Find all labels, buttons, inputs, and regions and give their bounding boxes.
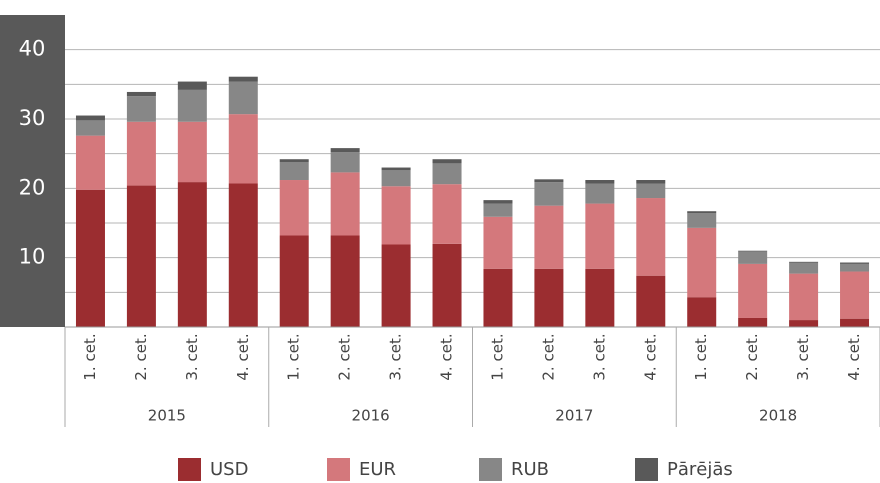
bar-segment: [636, 198, 666, 276]
x-tick-label: 3. cet.: [794, 333, 812, 380]
bar-segment: [432, 243, 462, 327]
bar-segment: [381, 167, 411, 171]
bar-segment: [687, 211, 717, 214]
bar-segment: [636, 275, 666, 327]
bar-segment: [177, 182, 207, 327]
bar-segment: [585, 268, 615, 327]
bar-segment: [75, 135, 105, 190]
bar-segment: [381, 244, 411, 327]
bar-segment: [840, 271, 870, 319]
bar-segment: [330, 148, 360, 153]
y-axis-panel: [0, 15, 65, 327]
bar-segment: [228, 81, 258, 115]
legend-swatch: [479, 458, 502, 481]
legend-swatch: [635, 458, 658, 481]
bar-segment: [126, 185, 156, 327]
bar-segment: [126, 96, 156, 122]
bar-segment: [738, 317, 768, 327]
bar-segment: [432, 184, 462, 244]
bar-segment: [840, 262, 870, 264]
bar-segment: [330, 235, 360, 327]
bar-segment: [483, 203, 513, 217]
bar-segment: [126, 121, 156, 186]
bar-segment: [279, 161, 309, 181]
bar-segment: [840, 318, 870, 327]
bar-segment: [534, 179, 564, 183]
bar-segment: [330, 152, 360, 173]
bar-segment: [789, 320, 819, 327]
bar-segment: [432, 163, 462, 185]
group-label: 2016: [352, 407, 390, 425]
legend-label: RUB: [511, 459, 549, 480]
bar-segment: [330, 172, 360, 236]
bar-segment: [75, 189, 105, 327]
x-tick-label: 1. cet.: [81, 333, 99, 380]
bar-segment: [381, 186, 411, 245]
x-tick-label: 4. cet.: [438, 333, 456, 380]
bar-segment: [228, 76, 258, 82]
legend-label: Pārējās: [667, 459, 733, 480]
bar-segment: [177, 121, 207, 183]
x-tick-label: 4. cet.: [641, 333, 659, 380]
y-tick-label: 40: [19, 37, 46, 61]
bar-segment: [534, 268, 564, 327]
bar-segment: [789, 273, 819, 321]
bar-segment: [789, 261, 819, 263]
group-label: 2017: [555, 407, 593, 425]
bar-segment: [738, 251, 768, 264]
bar-segment: [636, 180, 666, 184]
y-tick-label: 30: [19, 106, 46, 130]
x-tick-label: 3. cet.: [590, 333, 608, 380]
legend-label: EUR: [359, 459, 396, 480]
bar-segment: [840, 263, 870, 272]
group-label: 2018: [759, 407, 797, 425]
x-tick-label: 4. cet.: [234, 333, 252, 380]
x-tick-label: 2. cet.: [132, 333, 150, 380]
bar-segment: [585, 180, 615, 184]
y-tick-label: 20: [19, 175, 46, 199]
x-tick-label: 2. cet.: [336, 333, 354, 380]
bar-segment: [177, 81, 207, 90]
bar-segment: [279, 180, 309, 236]
bar-segment: [534, 205, 564, 269]
x-tick-label: 1. cet.: [692, 333, 710, 380]
bar-segment: [279, 159, 309, 162]
bar-segment: [228, 114, 258, 184]
group-label: 2015: [148, 407, 186, 425]
bar-segment: [687, 297, 717, 327]
bar-segment: [636, 183, 666, 199]
bar-segment: [687, 213, 717, 228]
x-tick-label: 1. cet.: [285, 333, 303, 380]
bar-segment: [585, 183, 615, 204]
x-tick-label: 2. cet.: [539, 333, 557, 380]
x-tick-label: 3. cet.: [183, 333, 201, 380]
bar-segment: [126, 91, 156, 97]
bar-segment: [483, 200, 513, 204]
y-tick-label: 10: [19, 245, 46, 269]
bar-segment: [177, 89, 207, 122]
bar-segment: [687, 227, 717, 298]
bar-segment: [228, 183, 258, 327]
bar-segment: [483, 268, 513, 327]
bar-segment: [738, 263, 768, 318]
bar-segment: [75, 115, 105, 121]
x-tick-label: 4. cet.: [845, 333, 863, 380]
bar-segment: [75, 120, 105, 136]
bar-segment: [279, 235, 309, 327]
x-tick-label: 2. cet.: [743, 333, 761, 380]
bar-segment: [432, 159, 462, 164]
legend-swatch: [327, 458, 350, 481]
bar-segment: [585, 203, 615, 269]
x-tick-label: 1. cet.: [488, 333, 506, 380]
bar-segment: [738, 250, 768, 252]
bar-segment: [381, 170, 411, 187]
x-tick-label: 3. cet.: [387, 333, 405, 380]
bar-segment: [483, 216, 513, 269]
legend-swatch: [178, 458, 201, 481]
legend-label: USD: [210, 459, 248, 480]
bar-segment: [534, 182, 564, 206]
bar-segment: [789, 262, 819, 274]
